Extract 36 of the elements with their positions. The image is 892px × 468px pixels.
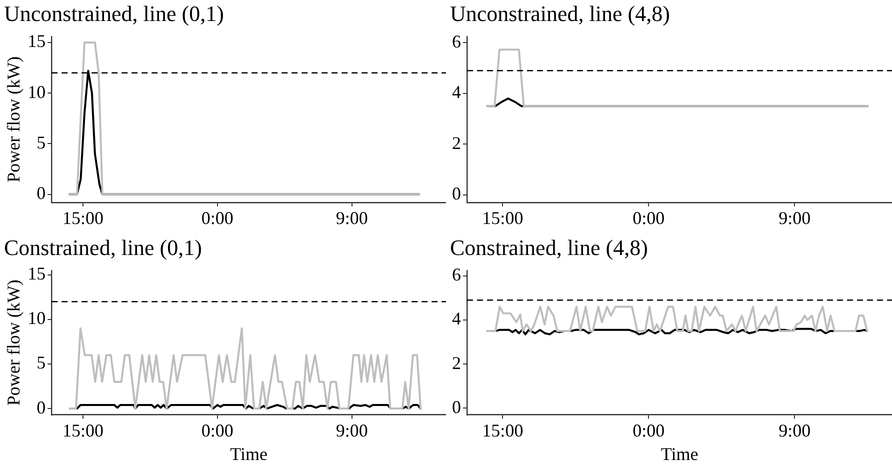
- chart-title: Unconstrained, line (4,8): [450, 0, 670, 26]
- y-tick-label: 2: [452, 352, 461, 373]
- x-axis-title: Time: [230, 444, 268, 464]
- chart-title: Constrained, line (0,1): [4, 234, 202, 260]
- x-tick-label: 9:00: [336, 208, 368, 228]
- y-tick-label: 6: [452, 31, 461, 52]
- x-tick-label: 15:00: [62, 208, 104, 228]
- chart-title: Unconstrained, line (0,1): [4, 0, 224, 26]
- x-tick-label: 9:00: [778, 420, 811, 440]
- x-tick-label: 0:00: [201, 420, 234, 440]
- x-tick-label: 15:00: [482, 208, 524, 228]
- x-axis-title: Time: [660, 444, 698, 464]
- y-tick-label: 4: [452, 308, 461, 329]
- y-tick-label: 4: [452, 82, 461, 102]
- y-axis-title: Power flow (kW): [4, 56, 24, 182]
- y-tick-label: 5: [36, 352, 46, 373]
- y-tick-label: 0: [452, 396, 461, 417]
- x-tick-label: 15:00: [62, 420, 104, 440]
- y-tick-label: 10: [28, 82, 46, 102]
- chart-title: Constrained, line (4,8): [450, 234, 648, 260]
- x-tick-label: 9:00: [778, 208, 811, 228]
- y-tick-label: 15: [28, 31, 46, 52]
- y-tick-label: 15: [28, 264, 46, 284]
- y-tick-label: 10: [28, 308, 46, 328]
- x-tick-label: 9:00: [336, 420, 368, 440]
- x-tick-label: 15:00: [482, 420, 524, 440]
- y-tick-label: 2: [452, 132, 461, 153]
- y-tick-label: 0: [36, 397, 46, 418]
- x-tick-label: 0:00: [632, 420, 665, 440]
- y-tick-label: 6: [452, 264, 461, 285]
- y-tick-label: 0: [36, 183, 46, 204]
- x-tick-label: 0:00: [201, 208, 234, 228]
- y-axis-title: Power flow (kW): [4, 280, 24, 406]
- x-tick-label: 0:00: [632, 208, 665, 228]
- y-tick-label: 0: [452, 184, 461, 204]
- y-tick-label: 5: [36, 132, 46, 152]
